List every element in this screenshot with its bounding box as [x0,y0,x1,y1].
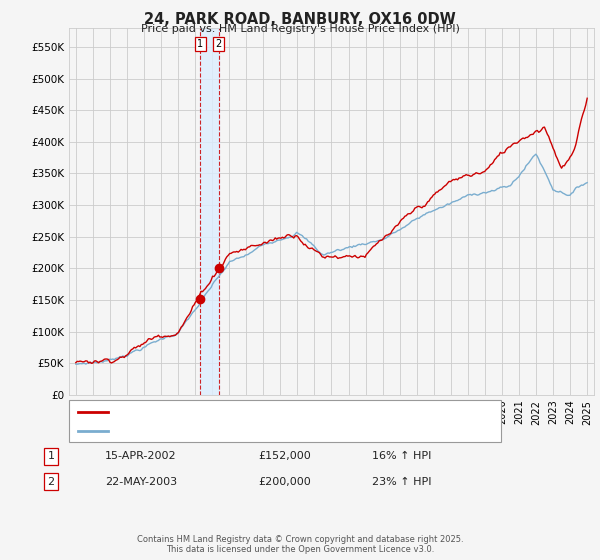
Text: Price paid vs. HM Land Registry's House Price Index (HPI): Price paid vs. HM Land Registry's House … [140,24,460,34]
Text: 2: 2 [215,39,222,49]
Text: 22-MAY-2003: 22-MAY-2003 [105,477,177,487]
Text: 24, PARK ROAD, BANBURY, OX16 0DW (semi-detached house): 24, PARK ROAD, BANBURY, OX16 0DW (semi-d… [114,407,436,417]
Text: Contains HM Land Registry data © Crown copyright and database right 2025.
This d: Contains HM Land Registry data © Crown c… [137,535,463,554]
Text: 1: 1 [47,451,55,461]
Bar [200,28,218,395]
Text: 23% ↑ HPI: 23% ↑ HPI [372,477,431,487]
Text: HPI: Average price, semi-detached house, Cherwell: HPI: Average price, semi-detached house,… [114,426,381,436]
Text: 2: 2 [47,477,55,487]
Text: 24, PARK ROAD, BANBURY, OX16 0DW: 24, PARK ROAD, BANBURY, OX16 0DW [144,12,456,27]
Text: 16% ↑ HPI: 16% ↑ HPI [372,451,431,461]
Text: 1: 1 [197,39,203,49]
Text: £152,000: £152,000 [258,451,311,461]
Text: 15-APR-2002: 15-APR-2002 [105,451,176,461]
Text: £200,000: £200,000 [258,477,311,487]
